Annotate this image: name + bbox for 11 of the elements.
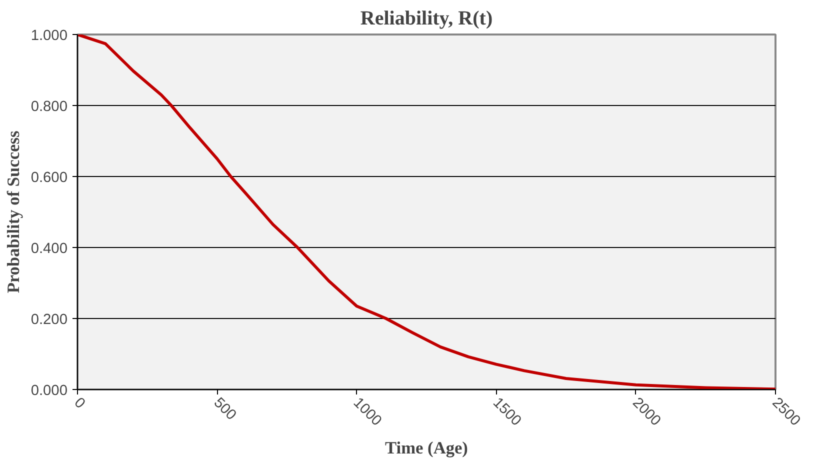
- y-tick-label: 0.000: [30, 383, 68, 399]
- chart-title: Reliability, R(t): [360, 8, 493, 30]
- y-tick-label: 0.600: [30, 170, 68, 186]
- x-tick-label: 0: [70, 394, 88, 412]
- y-axis-title: Probability of Success: [4, 130, 23, 294]
- y-tick-label: 0.400: [30, 241, 68, 257]
- x-tick-label: 500: [210, 394, 239, 424]
- y-tick-label: 0.800: [30, 99, 68, 115]
- y-tick-label: 1.000: [30, 28, 68, 44]
- x-axis-title: Time (Age): [385, 438, 468, 458]
- y-tick-label: 0.200: [30, 312, 68, 328]
